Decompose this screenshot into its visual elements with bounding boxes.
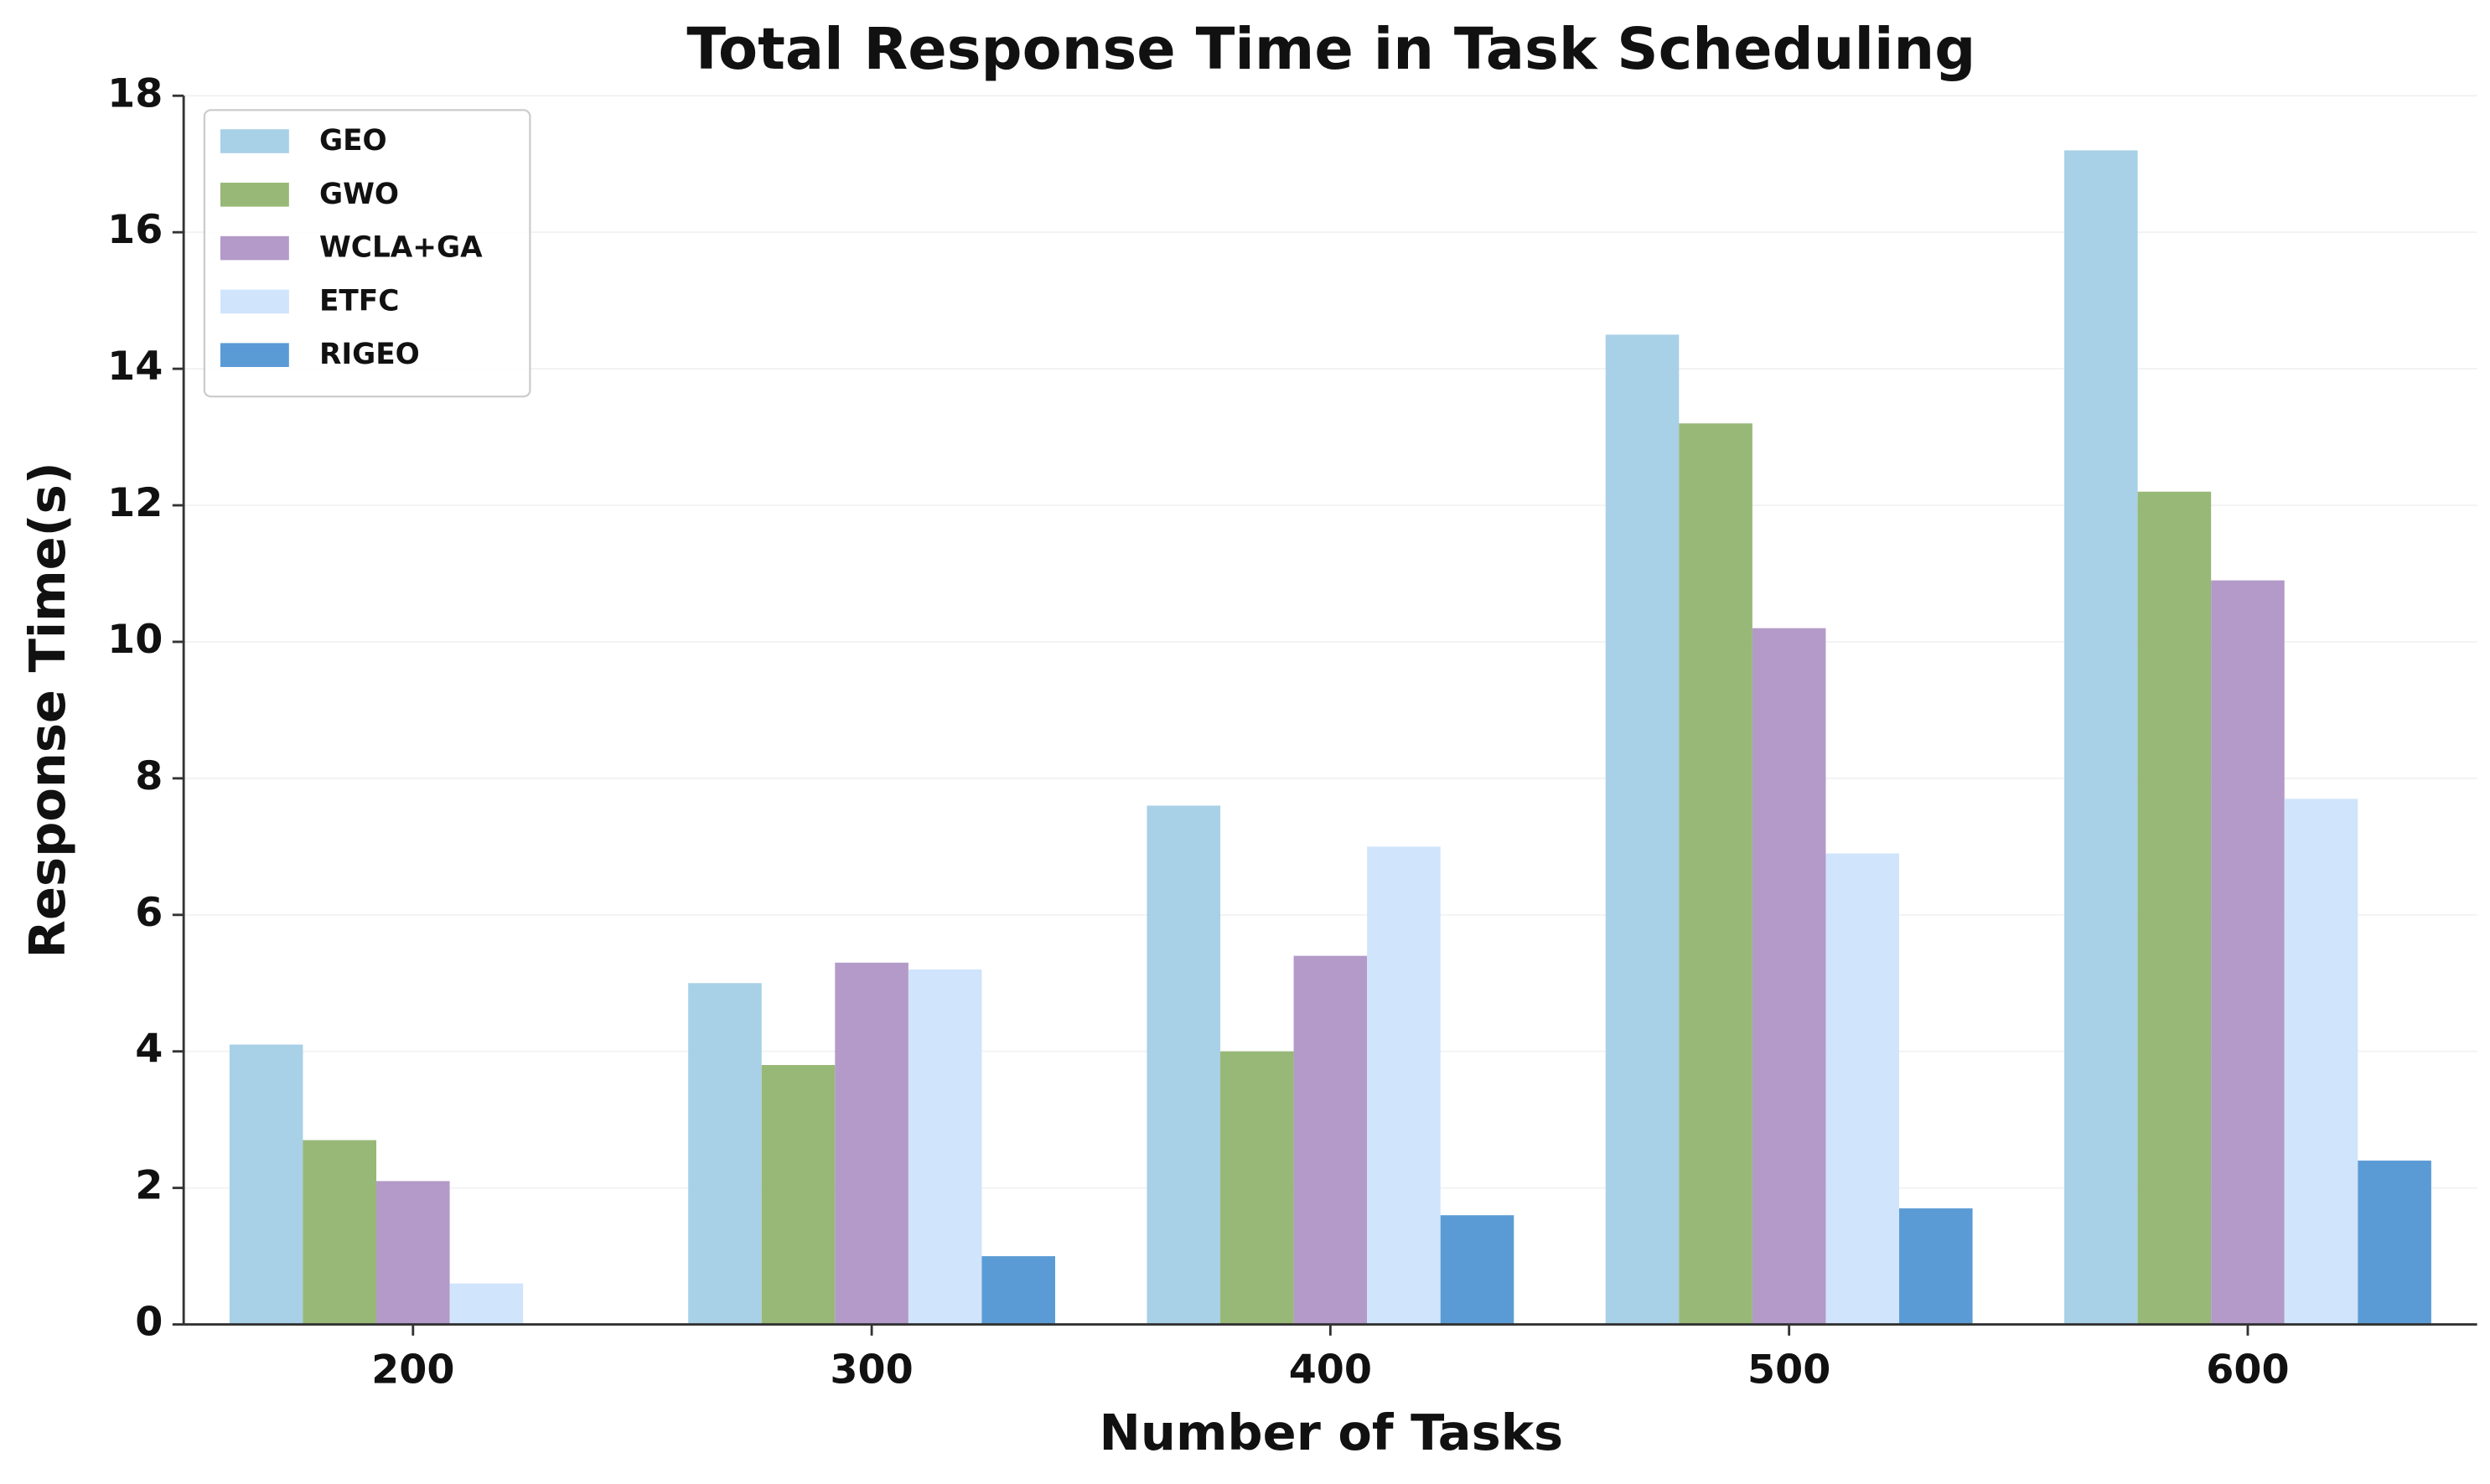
bar xyxy=(2284,799,2358,1325)
y-tick-label: 0 xyxy=(135,1300,163,1346)
x-tick-label: 300 xyxy=(830,1347,913,1394)
bar xyxy=(2137,491,2212,1325)
bar xyxy=(688,983,762,1325)
bar xyxy=(1679,423,1752,1325)
bar xyxy=(1367,846,1441,1325)
y-tick-label: 6 xyxy=(135,890,163,936)
bar xyxy=(1440,1215,1514,1325)
legend-swatch xyxy=(220,289,289,314)
x-tick-label: 200 xyxy=(371,1347,454,1394)
legend-label: ETFC xyxy=(319,284,399,318)
x-tick-label: 400 xyxy=(1289,1347,1372,1394)
bar xyxy=(835,962,909,1325)
bar xyxy=(1825,853,1900,1325)
bar xyxy=(1899,1208,1973,1325)
bar xyxy=(1752,628,1826,1325)
x-tick-label: 600 xyxy=(2206,1347,2289,1394)
bar xyxy=(981,1256,1056,1325)
bar xyxy=(2358,1161,2431,1325)
bar xyxy=(376,1181,450,1325)
bar xyxy=(229,1044,303,1325)
legend-swatch xyxy=(220,343,289,367)
legend-label: WCLA+GA xyxy=(319,231,483,265)
bar xyxy=(761,1065,836,1325)
x-axis-label: Number of Tasks xyxy=(1100,1404,1564,1461)
y-tick-label: 16 xyxy=(107,207,163,253)
legend-swatch xyxy=(220,129,289,153)
legend-box xyxy=(203,109,531,398)
bar xyxy=(1605,334,1680,1325)
y-tick-label: 12 xyxy=(107,480,163,526)
y-tick-label: 2 xyxy=(135,1163,163,1209)
bar xyxy=(2064,150,2138,1325)
y-tick-label: 18 xyxy=(107,70,163,116)
bar xyxy=(2211,580,2285,1325)
x-tick-label: 500 xyxy=(1747,1347,1830,1394)
bar xyxy=(1147,805,1221,1325)
legend-label: GEO xyxy=(319,124,387,158)
y-axis-label: Response Time(s) xyxy=(18,462,76,958)
legend-swatch xyxy=(220,235,289,261)
y-tick-label: 4 xyxy=(135,1026,163,1073)
legend-label: GWO xyxy=(319,178,399,211)
bar xyxy=(1293,955,1368,1325)
y-tick-label: 10 xyxy=(107,617,163,663)
bar xyxy=(1220,1051,1294,1325)
legend-label: RIGEO xyxy=(319,338,420,371)
bar xyxy=(303,1140,377,1325)
bar xyxy=(449,1283,524,1325)
bar xyxy=(908,969,982,1325)
y-tick-label: 8 xyxy=(135,753,163,799)
y-tick-label: 14 xyxy=(107,344,163,390)
chart-title: Total Response Time in Task Scheduling xyxy=(686,16,1975,83)
legend-swatch xyxy=(220,183,289,207)
